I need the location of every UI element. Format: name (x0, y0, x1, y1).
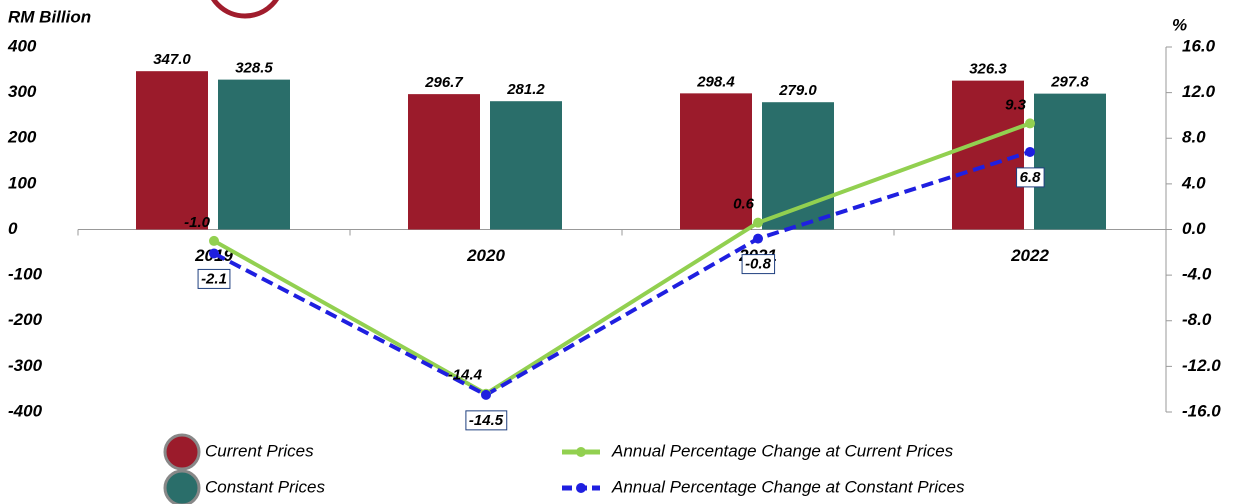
y2-tick-label: 0.0 (1182, 219, 1206, 238)
line-value-label: -2.1 (201, 270, 227, 287)
y-tick-label: 400 (7, 36, 37, 55)
legend-label: Annual Percentage Change at Current Pric… (611, 441, 954, 460)
y2-tick-label: 16.0 (1182, 36, 1216, 55)
bar (490, 101, 562, 230)
boxed-label: -0.8 (741, 254, 776, 275)
y2-tick-label: 12.0 (1182, 82, 1216, 101)
bar-value-label: 347.0 (153, 51, 191, 68)
bar-value-label: 281.2 (506, 81, 545, 98)
bar-value-label: 326.3 (969, 61, 1007, 78)
bar-value-label: 298.4 (696, 73, 735, 90)
logo-fragment (211, 0, 279, 19)
line-point (1025, 118, 1035, 129)
bar (218, 79, 290, 230)
y2-tick-label: 4.0 (1181, 173, 1206, 192)
bar (952, 80, 1024, 230)
legend-swatch-dot (576, 483, 586, 493)
x-tick-label: 2020 (466, 246, 505, 265)
y-tick-label: -300 (8, 356, 43, 375)
line-point (753, 217, 763, 228)
line-point (481, 389, 491, 400)
line-point (209, 248, 219, 259)
bar (136, 71, 208, 230)
y-tick-label: -100 (8, 265, 43, 284)
line-point (1025, 146, 1035, 157)
y-tick-label: 300 (8, 82, 37, 101)
bar-value-label: 296.7 (424, 74, 463, 91)
y-tick-label: 200 (7, 128, 37, 147)
boxed-label: 6.8 (1016, 167, 1045, 188)
line-value-label: -14.4 (448, 367, 483, 384)
line-value-label: -1.0 (184, 214, 211, 231)
label-box (1016, 167, 1045, 188)
line-point (753, 233, 763, 244)
legend-swatch (163, 469, 201, 504)
line-value-label: 9.3 (1005, 96, 1027, 113)
label-box (465, 410, 508, 431)
y2-tick-label: -12.0 (1182, 356, 1221, 375)
y2-tick-label: 8.0 (1182, 128, 1206, 147)
line-value-label: -14.5 (469, 412, 504, 429)
legend-swatch (163, 433, 201, 471)
boxed-label: -2.1 (197, 268, 231, 289)
y-tick-label: -400 (8, 401, 43, 420)
legend-swatch-dot (576, 447, 586, 457)
bar-value-label: 328.5 (235, 60, 273, 77)
legend-label: Annual Percentage Change at Constant Pri… (611, 477, 965, 496)
bar (762, 102, 834, 230)
y-tick-label: 0 (8, 219, 18, 238)
y2-tick-label: -4.0 (1182, 265, 1212, 284)
y2-axis-label: % (1172, 15, 1187, 34)
label-box (741, 254, 776, 275)
bar (408, 94, 480, 230)
bar (1034, 93, 1106, 230)
y-tick-label: -200 (8, 310, 43, 329)
line (213, 121, 1031, 397)
y-tick-label: 100 (8, 173, 37, 192)
line-value-label: 6.8 (1020, 169, 1042, 186)
line-point (209, 235, 219, 246)
y-axis-label: RM Billion (8, 7, 91, 26)
bar-value-label: 279.0 (778, 82, 817, 99)
y2-tick-label: -16.0 (1182, 401, 1221, 420)
line-value-label: -0.8 (745, 256, 772, 273)
x-tick-label: 2022 (1010, 246, 1049, 265)
boxed-label: -14.5 (465, 410, 508, 431)
legend-label: Constant Prices (205, 477, 325, 496)
y2-tick-label: -8.0 (1182, 310, 1212, 329)
legend-label: Current Prices (205, 441, 314, 460)
label-box (197, 268, 231, 289)
bar-value-label: 297.8 (1050, 74, 1089, 91)
line (213, 150, 1031, 398)
line-value-label: 0.6 (733, 196, 755, 213)
bar (680, 93, 752, 230)
